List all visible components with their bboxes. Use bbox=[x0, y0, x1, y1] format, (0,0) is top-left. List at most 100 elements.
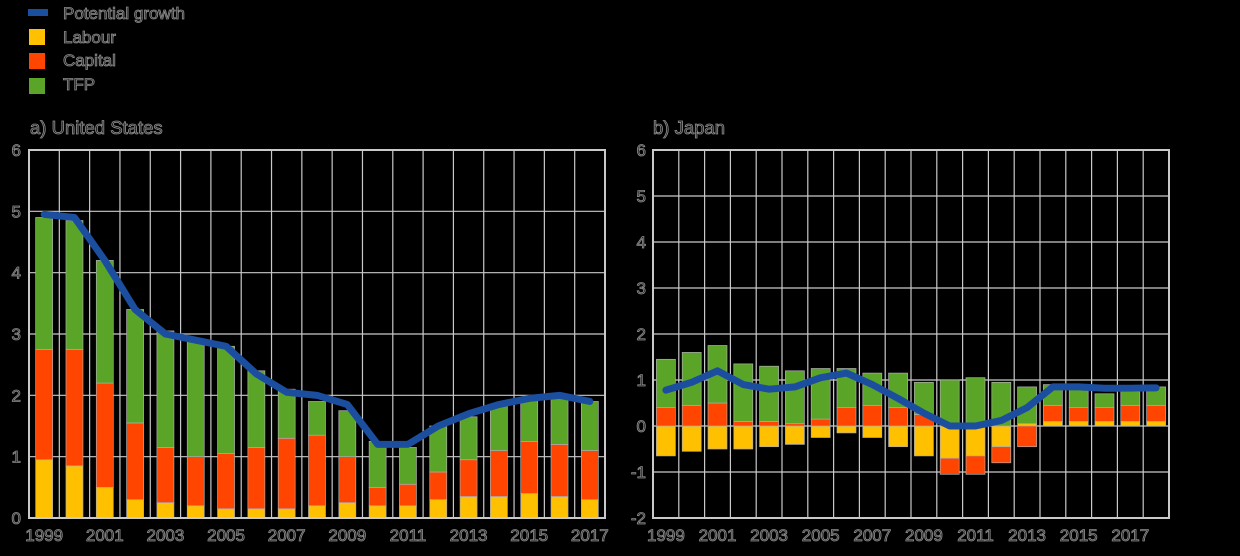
bar-segment-tfp bbox=[459, 416, 478, 461]
x-tick-label: 1999 bbox=[647, 526, 685, 545]
bar-segment-tfp bbox=[399, 447, 417, 485]
bar-segment-labour bbox=[733, 425, 754, 450]
bar-segment-tfp bbox=[550, 394, 569, 445]
bar-segment-capital bbox=[681, 404, 702, 427]
bar-segment-labour bbox=[490, 496, 508, 519]
chart-japan: -2 -1 0 1 2 3 4 5 6 1999 2001 2003 2005 2007 2009 2011 2… bbox=[630, 141, 1170, 545]
y-tick-label: -1 bbox=[631, 463, 646, 482]
bar-segment-capital bbox=[888, 407, 908, 427]
bar-segment-capital bbox=[580, 450, 599, 500]
bar-segment-capital bbox=[217, 453, 235, 510]
bar-segment-labour bbox=[888, 425, 908, 448]
bar-segment-labour bbox=[459, 496, 478, 519]
potential-growth-line bbox=[662, 367, 1160, 430]
bar-segment-capital bbox=[459, 459, 478, 497]
y-tick-label: 0 bbox=[637, 417, 646, 436]
bar-segment-capital bbox=[399, 483, 417, 507]
bar-segment-labour bbox=[156, 502, 175, 519]
bar-segment-tfp bbox=[186, 339, 205, 458]
bar-segment-capital bbox=[126, 422, 144, 500]
bar-segment-tfp bbox=[338, 410, 357, 458]
bar-segment-tfp bbox=[368, 440, 387, 488]
legend-swatch-capital bbox=[29, 53, 45, 69]
bar-segment-labour bbox=[836, 425, 857, 434]
legend-swatch-potential-growth bbox=[28, 9, 48, 16]
bar-segment-tfp bbox=[580, 401, 599, 451]
bar-segment-tfp bbox=[759, 365, 779, 422]
bar-segment-labour bbox=[1094, 421, 1115, 427]
bar-segment-tfp bbox=[126, 309, 144, 424]
bar-segment-labour bbox=[217, 508, 235, 519]
bar-segment-labour bbox=[862, 425, 883, 438]
bar-segment-tfp bbox=[156, 330, 175, 448]
bar-segment-tfp bbox=[217, 345, 235, 454]
y-tick-label: 6 bbox=[12, 141, 21, 160]
bar-segment-tfp bbox=[965, 377, 986, 427]
bar-segment-capital bbox=[939, 457, 960, 475]
bar-segment-labour bbox=[520, 493, 539, 519]
x-tick-label: 2003 bbox=[750, 526, 788, 545]
chart-title-united-states: a) United States bbox=[30, 117, 163, 138]
bar-segment-capital bbox=[733, 421, 754, 427]
bar-segment-tfp bbox=[733, 363, 754, 422]
bar-segment-labour bbox=[368, 505, 387, 519]
legend-label-labour: Labour bbox=[63, 28, 116, 47]
legend-label-capital: Capital bbox=[63, 51, 116, 70]
bar-segment-labour bbox=[308, 505, 326, 519]
bar-segment-labour bbox=[914, 425, 934, 457]
bar-segment-capital bbox=[1068, 407, 1089, 422]
bar-segment-labour bbox=[580, 499, 599, 519]
bar-segment-tfp bbox=[490, 404, 508, 451]
bar-segment-labour bbox=[1043, 421, 1063, 427]
x-tick-label: 2001 bbox=[86, 526, 124, 545]
bar-segment-capital bbox=[1120, 404, 1141, 422]
y-tick-label: 2 bbox=[12, 386, 21, 405]
bar-segment-tfp bbox=[785, 370, 805, 425]
bar-segment-capital bbox=[308, 434, 326, 507]
bar-segment-capital bbox=[338, 456, 357, 504]
bar-segment-capital bbox=[862, 404, 883, 427]
bar-segment-labour bbox=[550, 496, 569, 519]
bar-segment-capital bbox=[490, 450, 508, 497]
bar-segment-capital bbox=[186, 456, 205, 507]
bar-segment-labour bbox=[991, 425, 1012, 448]
x-tick-label: 2011 bbox=[390, 526, 427, 545]
x-tick-label: 2005 bbox=[802, 526, 840, 545]
bar-segment-tfp bbox=[656, 358, 676, 408]
bar-segment-capital bbox=[965, 455, 986, 475]
bar-segment-tfp bbox=[520, 398, 539, 442]
bar-segment-labour bbox=[429, 499, 448, 519]
y-tick-label: 5 bbox=[12, 202, 21, 221]
y-tick-label: 0 bbox=[12, 509, 21, 528]
bar-segment-capital bbox=[65, 348, 84, 467]
legend-label-potential-growth: Potential growth bbox=[63, 4, 185, 23]
bar-segment-tfp bbox=[1068, 388, 1089, 408]
y-tick-label: 5 bbox=[637, 187, 646, 206]
legend-swatch-tfp bbox=[29, 78, 45, 94]
bar-segment-capital bbox=[277, 437, 296, 510]
bar-segment-labour bbox=[707, 425, 728, 450]
bar-segment-tfp bbox=[247, 370, 266, 448]
bar-segment-capital bbox=[1043, 404, 1063, 422]
potential-growth-line bbox=[40, 210, 594, 448]
bar-segment-tfp bbox=[65, 220, 84, 350]
bar-segment-capital bbox=[759, 421, 779, 427]
bar-segment-labour bbox=[95, 486, 114, 519]
bar-segment-labour bbox=[399, 505, 417, 519]
plot-border bbox=[652, 149, 1170, 519]
bar-segment-labour bbox=[35, 459, 54, 519]
bar-segment-tfp bbox=[35, 217, 54, 350]
bar-segment-capital bbox=[368, 486, 387, 507]
x-tick-label: 1999 bbox=[25, 526, 63, 545]
x-tick-label: 2015 bbox=[1060, 526, 1098, 545]
bar-segment-labour bbox=[1068, 421, 1089, 427]
bar-segment-capital bbox=[836, 407, 857, 427]
bar-segment-capital bbox=[35, 348, 54, 461]
bar-segment-capital bbox=[95, 382, 114, 488]
bar-segment-labour bbox=[939, 425, 960, 459]
bar-segment-capital bbox=[156, 447, 175, 504]
bar-segment-capital bbox=[520, 440, 539, 494]
bar-segment-capital bbox=[1146, 404, 1166, 422]
bar-segment-tfp bbox=[308, 401, 326, 436]
